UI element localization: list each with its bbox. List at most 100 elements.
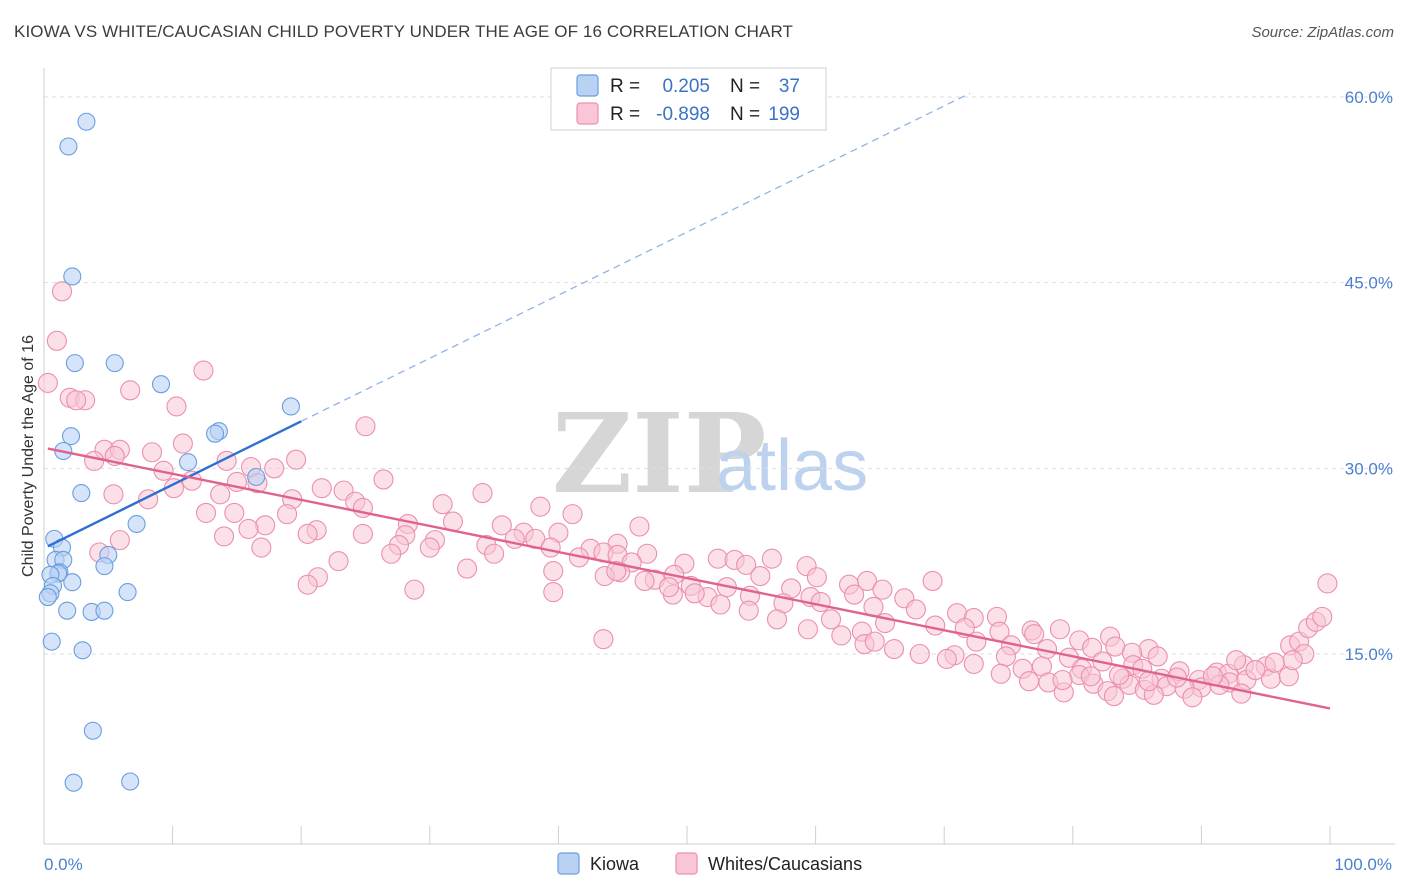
whites-point (797, 619, 818, 640)
whites-point (432, 494, 453, 515)
whites-point (658, 577, 680, 598)
whites-point (37, 372, 58, 393)
whites-point (210, 484, 231, 505)
whites-points (37, 281, 1338, 708)
whites-point (46, 330, 67, 351)
kiowa-point (73, 641, 92, 660)
whites-n-label: N = (730, 104, 760, 125)
y-tick-label: 60.0% (1345, 88, 1393, 107)
whites-point (936, 648, 957, 670)
whites-point (297, 523, 318, 544)
whites-point (1147, 646, 1168, 667)
kiowa-point (58, 601, 77, 620)
whites-point (286, 449, 307, 470)
kiowa-trendline (47, 420, 302, 548)
whites-point (103, 484, 124, 505)
whites-point (66, 390, 87, 411)
kiowa-point (247, 467, 266, 487)
whites-point (195, 502, 217, 523)
whites-point (543, 582, 564, 603)
whites-point (213, 526, 235, 547)
whites-point (491, 515, 512, 536)
whites-point (990, 663, 1011, 684)
whites-point (637, 543, 658, 564)
watermark-atlas: atlas (716, 426, 868, 506)
whites-point (1245, 660, 1266, 681)
whites-point (1312, 606, 1333, 627)
kiowa-point (205, 424, 225, 443)
kiowa-point (178, 453, 198, 472)
whites-point (766, 609, 788, 630)
kiowa-point (63, 573, 82, 592)
whites-point (238, 518, 259, 540)
whites-point (1231, 683, 1252, 704)
whites-point (905, 599, 926, 620)
whites-point (311, 478, 332, 499)
chart-title: KIOWA VS WHITE/CAUCASIAN CHILD POVERTY U… (14, 22, 794, 41)
whites-r-label: R = (610, 104, 640, 125)
whites-point (530, 496, 551, 517)
axes (43, 68, 1395, 845)
kiowa-n-value: 37 (779, 76, 800, 97)
whites-point (328, 551, 349, 572)
whites-point (922, 570, 943, 592)
whites-point (806, 567, 827, 588)
kiowa-point (95, 557, 114, 576)
whites-point (373, 469, 394, 490)
kiowa-point (64, 773, 83, 792)
whites-point (1317, 573, 1338, 594)
kiowa-point (63, 267, 82, 286)
whites-point (820, 609, 842, 630)
whites-point (1052, 669, 1073, 691)
x-tick-label-min: 0.0% (44, 855, 83, 874)
kiowa-point (105, 354, 124, 373)
whites-point (355, 416, 376, 437)
whites-point (277, 504, 298, 525)
kiowa-point (59, 137, 78, 156)
whites-point (909, 643, 930, 665)
kiowa-point (95, 601, 114, 620)
kiowa-point (65, 354, 84, 373)
whites-r-value: -0.898 (656, 104, 710, 125)
watermark-zip: ZIP (552, 389, 766, 518)
kiowa-point (61, 427, 81, 446)
whites-point (457, 558, 478, 579)
kiowa-r-label: R = (610, 76, 640, 97)
whites-point (264, 458, 285, 479)
whites-point (1024, 624, 1045, 645)
kiowa-point (121, 772, 140, 791)
kiowa-swatch (576, 74, 599, 97)
whites-point (883, 638, 905, 660)
kiowa-n-label: N = (730, 76, 760, 97)
whites-point (1226, 650, 1247, 671)
whites-point (1264, 652, 1285, 673)
kiowa-trend-extension (300, 92, 971, 422)
whites-point (707, 548, 728, 569)
whites-point (750, 565, 771, 587)
whites-point (352, 523, 373, 544)
whites-point (738, 600, 759, 621)
whites-point (540, 537, 561, 558)
whites-point (736, 554, 757, 575)
whites-point (404, 579, 425, 600)
legend-kiowa-swatch (557, 852, 580, 875)
whites-point (1282, 650, 1303, 671)
y-tick-label: 45.0% (1345, 274, 1393, 293)
whites-point (297, 574, 318, 595)
whites-point (629, 516, 650, 537)
kiowa-point (38, 588, 57, 607)
whites-point (1105, 636, 1126, 657)
kiowa-point (281, 397, 300, 416)
y-tick-label: 15.0% (1345, 645, 1393, 664)
y-axis-title: Child Poverty Under the Age of 16 (20, 335, 37, 577)
whites-point (484, 543, 505, 564)
whites-point (872, 579, 893, 600)
kiowa-point (151, 375, 171, 394)
whites-point (251, 537, 272, 558)
legend-whites-swatch (675, 852, 698, 875)
whites-point (472, 483, 493, 504)
whites-point (172, 433, 193, 454)
whites-point (141, 442, 163, 463)
whites-point (925, 615, 946, 636)
